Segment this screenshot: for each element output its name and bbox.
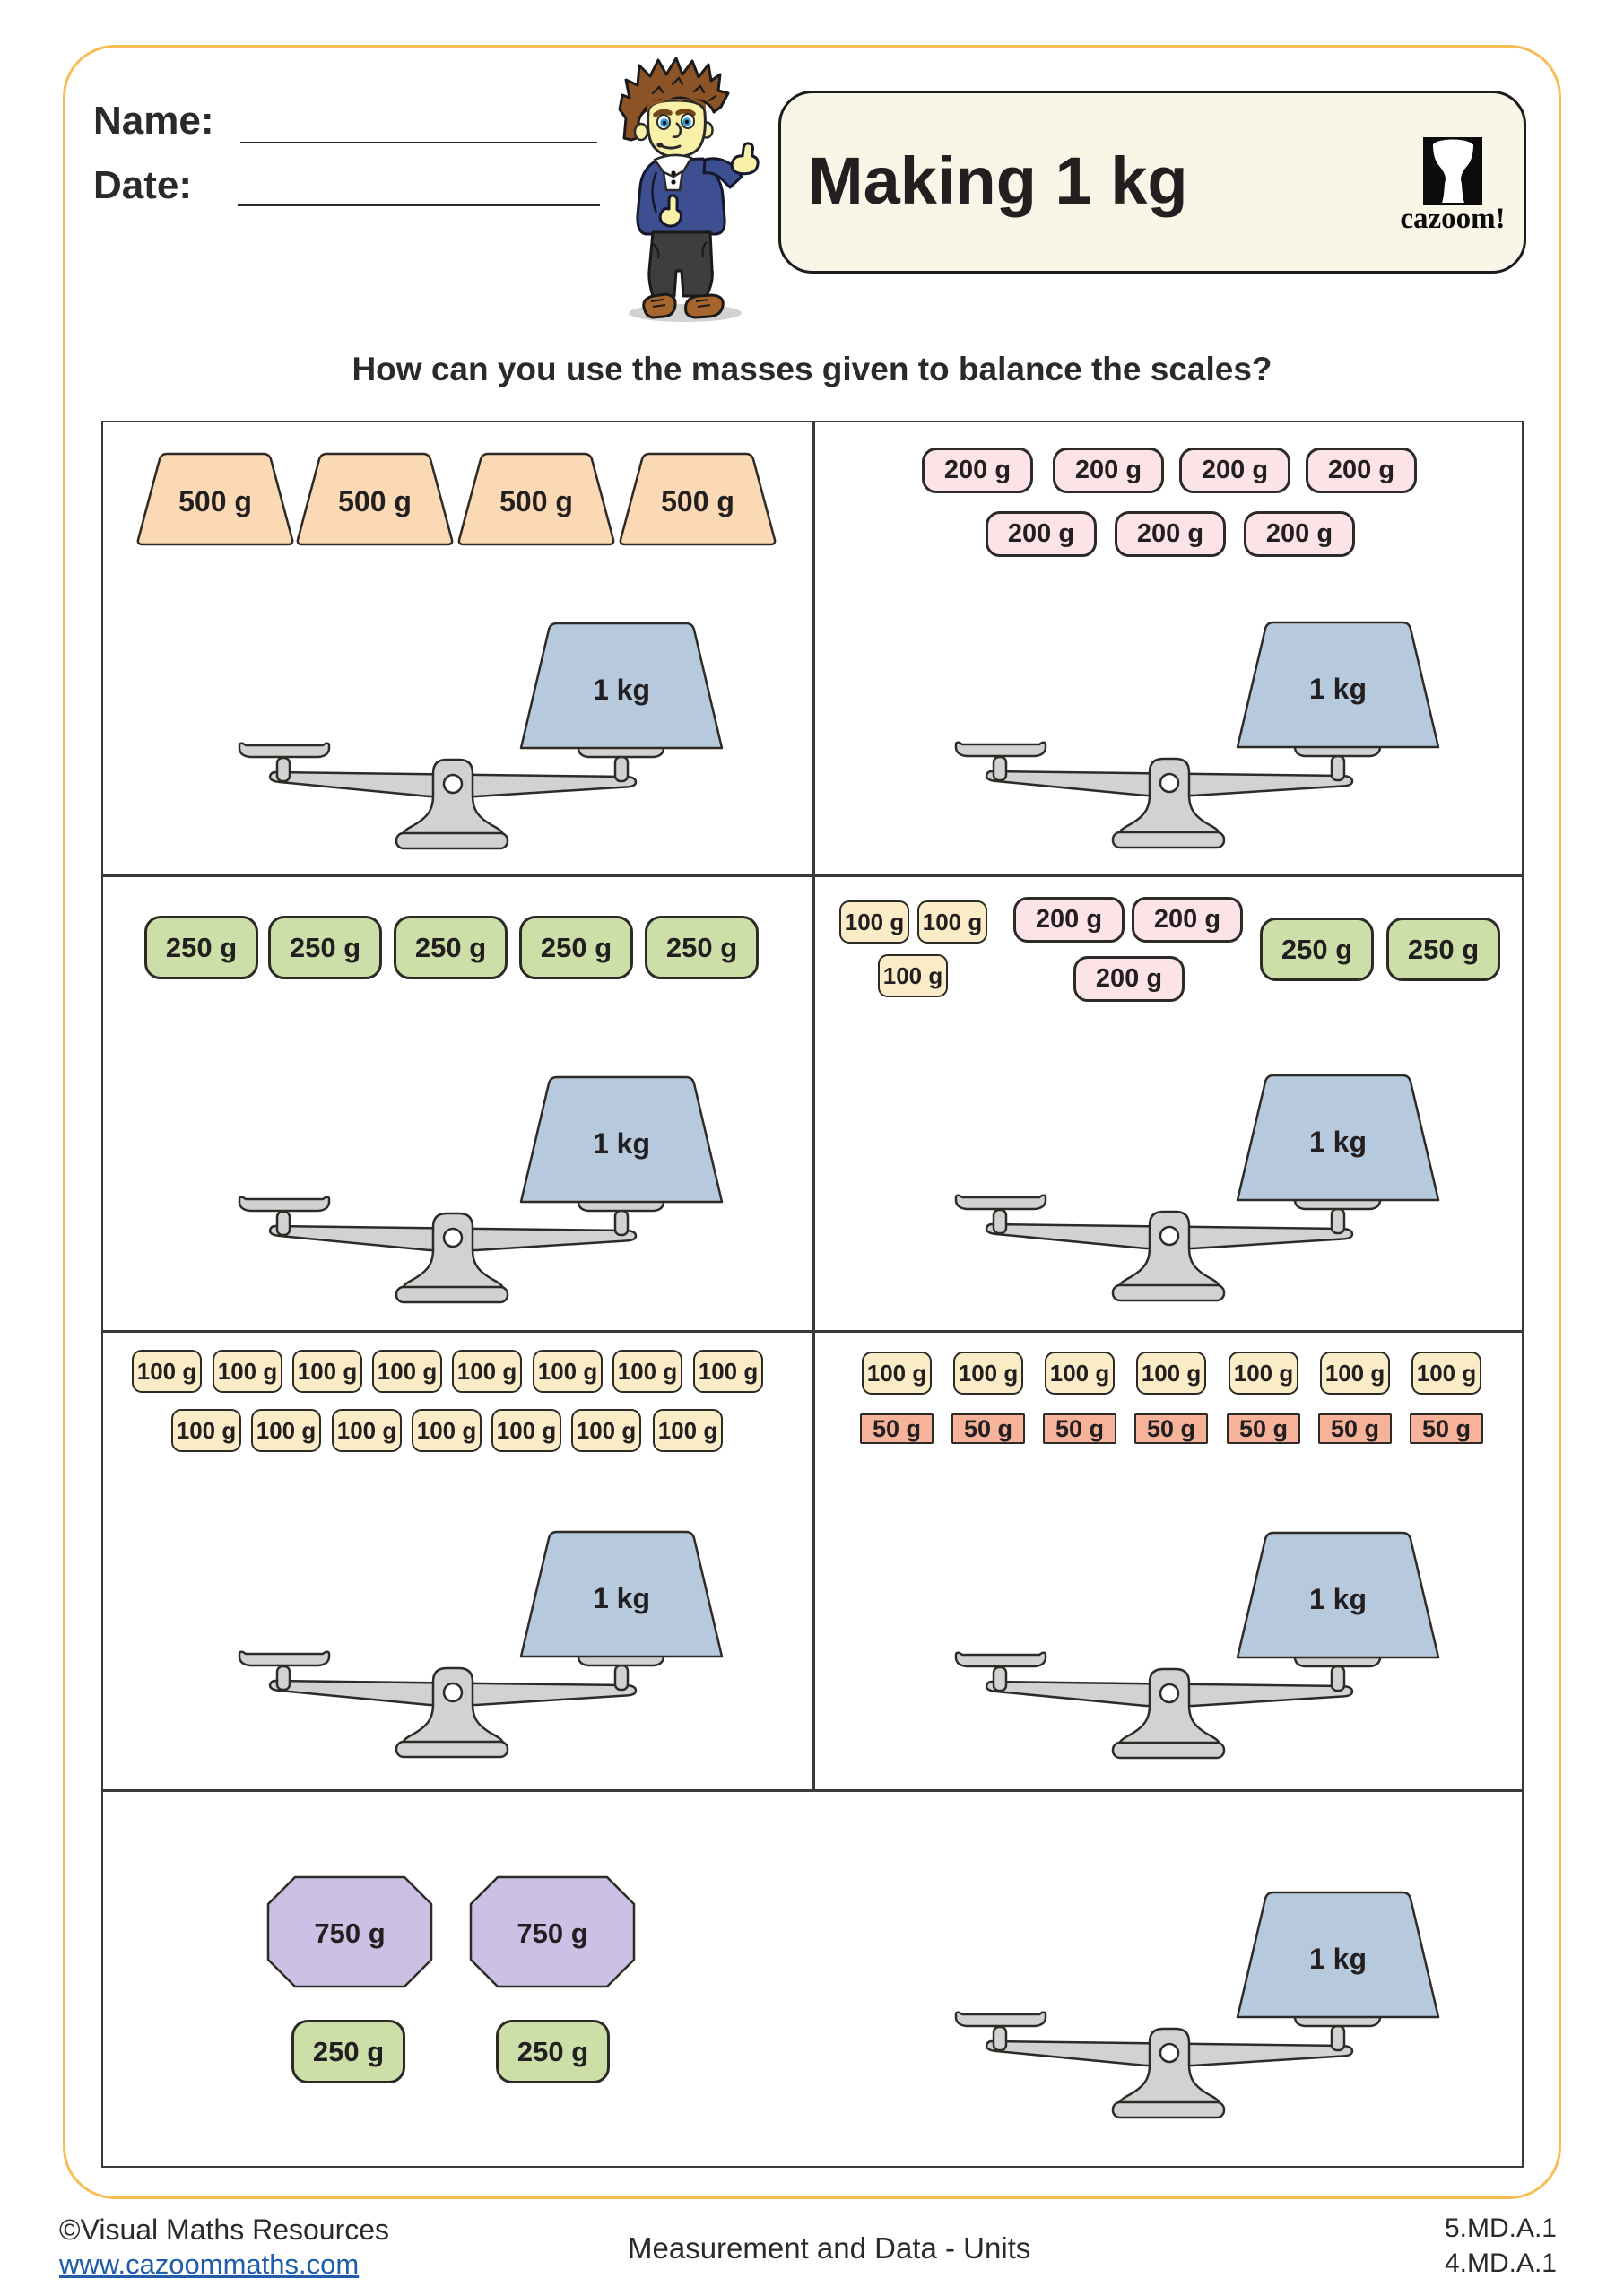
svg-text:cazoom!: cazoom!: [1400, 203, 1505, 235]
